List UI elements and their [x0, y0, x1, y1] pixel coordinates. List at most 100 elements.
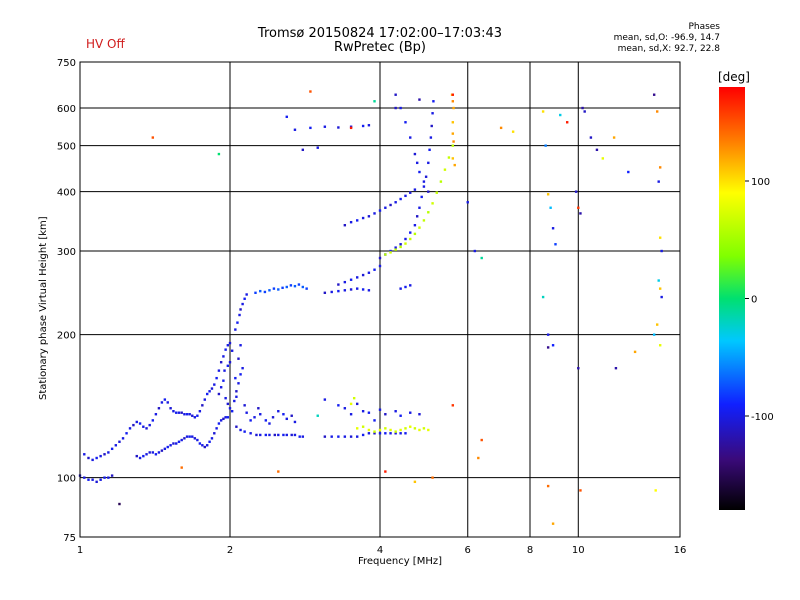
data-point — [219, 361, 223, 364]
data-point — [601, 157, 605, 160]
data-point — [196, 438, 199, 442]
data-point — [183, 413, 186, 416]
data-point — [268, 422, 271, 425]
data-point — [404, 194, 407, 198]
y-tick-label: 750 — [57, 58, 76, 69]
data-point — [145, 427, 148, 430]
data-point — [193, 437, 197, 440]
data-point — [107, 476, 110, 479]
data-point — [95, 480, 98, 484]
data-point — [439, 180, 443, 183]
data-point — [191, 435, 194, 438]
data-point — [157, 451, 161, 454]
data-point — [268, 433, 271, 437]
y-tick-label: 100 — [57, 474, 76, 485]
data-point — [422, 427, 426, 430]
data-point — [290, 433, 293, 437]
data-point — [253, 416, 256, 419]
data-point — [148, 423, 151, 427]
data-point — [349, 402, 353, 406]
data-point — [255, 433, 258, 437]
x-tick-label: 4 — [377, 545, 383, 556]
data-point — [473, 249, 477, 253]
data-point — [432, 100, 435, 103]
data-point — [249, 419, 252, 422]
data-point — [180, 438, 183, 442]
data-point — [355, 402, 359, 406]
data-point — [125, 432, 128, 435]
data-point — [142, 425, 145, 428]
data-point — [349, 288, 353, 291]
data-point — [277, 288, 280, 291]
data-point — [215, 376, 218, 380]
data-point — [384, 470, 387, 473]
data-point — [361, 288, 365, 291]
data-point — [293, 128, 297, 131]
data-point — [447, 156, 451, 159]
data-point — [352, 396, 356, 400]
data-point — [409, 284, 412, 287]
data-point — [367, 411, 371, 414]
data-point — [549, 206, 552, 209]
data-point — [128, 427, 132, 430]
x-tick-label: 10 — [572, 545, 585, 556]
data-point — [355, 435, 359, 438]
x-tick-label: 16 — [674, 545, 687, 556]
data-point — [367, 432, 371, 435]
data-point — [91, 478, 94, 481]
data-point — [404, 121, 407, 124]
data-point — [213, 432, 216, 435]
colorbar-unit-label: [deg] — [718, 70, 750, 84]
data-point — [657, 279, 660, 282]
data-point — [234, 376, 237, 380]
data-point — [355, 287, 359, 290]
data-point — [185, 413, 189, 416]
data-points — [78, 90, 663, 525]
y-tick-label: 300 — [57, 247, 76, 258]
x-axis-label: Frequency [MHz] — [357, 556, 443, 567]
data-point — [259, 289, 262, 293]
data-point — [224, 396, 227, 400]
data-point — [151, 451, 155, 454]
data-point — [546, 193, 550, 196]
data-point — [581, 106, 584, 110]
data-point — [399, 197, 402, 201]
data-point — [404, 285, 407, 289]
data-point — [404, 432, 407, 435]
data-point — [293, 433, 297, 437]
data-point — [230, 349, 234, 352]
data-point — [422, 180, 426, 183]
data-point — [337, 404, 340, 407]
data-point — [166, 445, 169, 449]
colorbar-tick-label: 0 — [751, 295, 757, 306]
data-point — [355, 276, 359, 279]
data-point — [499, 126, 503, 130]
data-point — [285, 433, 288, 437]
data-point — [243, 404, 246, 407]
data-point — [361, 124, 365, 128]
data-point — [431, 202, 434, 205]
data-point — [427, 211, 430, 214]
y-tick-labels: 750 600 500 400 300 200 100 75 — [57, 58, 76, 544]
data-point — [169, 444, 172, 447]
data-point — [422, 185, 426, 188]
data-point — [413, 427, 417, 430]
data-point — [298, 435, 301, 438]
data-point — [272, 287, 276, 290]
data-point — [579, 489, 582, 492]
data-point — [254, 291, 257, 295]
data-point — [394, 201, 397, 204]
data-point — [367, 428, 371, 432]
data-point — [228, 361, 232, 364]
data-point — [241, 366, 244, 370]
data-point — [399, 243, 402, 246]
data-point — [559, 113, 562, 117]
data-point — [95, 456, 98, 460]
data-point — [399, 106, 402, 110]
data-point — [330, 435, 333, 438]
data-point — [451, 100, 455, 103]
data-point — [367, 124, 371, 127]
data-point — [583, 110, 586, 113]
data-point — [118, 440, 121, 443]
data-point — [208, 440, 211, 443]
